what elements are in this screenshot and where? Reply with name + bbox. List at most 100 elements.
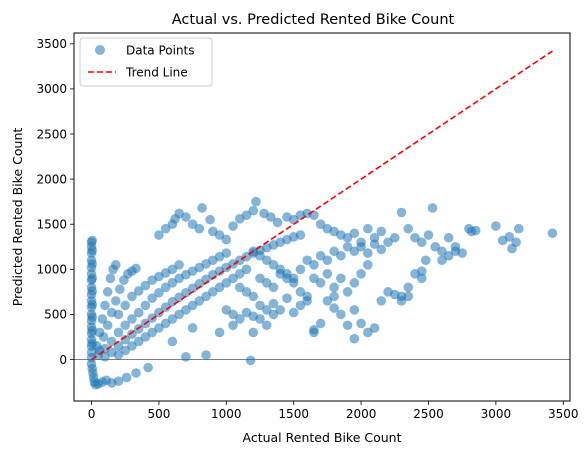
data-point bbox=[420, 255, 431, 266]
data-point bbox=[187, 219, 198, 230]
data-point bbox=[241, 210, 252, 220]
data-point bbox=[403, 282, 414, 293]
data-point bbox=[363, 248, 373, 258]
data-point bbox=[457, 248, 467, 258]
data-point bbox=[295, 230, 306, 240]
x-tick-label: 3500 bbox=[548, 407, 579, 421]
data-point bbox=[131, 263, 141, 274]
data-point bbox=[87, 273, 97, 284]
data-point bbox=[87, 245, 97, 256]
data-point bbox=[181, 212, 191, 222]
data-point bbox=[255, 300, 265, 311]
data-point bbox=[234, 314, 245, 324]
data-point bbox=[113, 376, 124, 386]
data-point bbox=[131, 368, 141, 378]
legend: Data Points Trend Line bbox=[79, 37, 213, 87]
data-point bbox=[160, 318, 171, 329]
y-tick-label: 3500 bbox=[36, 37, 67, 51]
data-point bbox=[241, 287, 252, 297]
data-point bbox=[369, 323, 380, 333]
data-point bbox=[309, 273, 319, 284]
data-point bbox=[167, 264, 178, 275]
data-point bbox=[416, 266, 427, 276]
data-point bbox=[160, 282, 171, 293]
data-point bbox=[133, 307, 144, 318]
y-tick-label: 1000 bbox=[36, 263, 67, 277]
data-point bbox=[87, 312, 97, 322]
data-point bbox=[154, 230, 164, 240]
data-point bbox=[214, 282, 225, 293]
data-point bbox=[349, 228, 360, 239]
data-point bbox=[194, 223, 205, 234]
data-point bbox=[268, 260, 279, 270]
data-point bbox=[167, 278, 178, 288]
data-point bbox=[127, 341, 137, 351]
data-point bbox=[315, 278, 326, 288]
data-point bbox=[214, 327, 225, 338]
x-axis-label: Actual Rented Bike Count bbox=[243, 430, 402, 445]
data-point bbox=[100, 300, 110, 311]
trend-line-layer bbox=[91, 50, 553, 361]
data-point bbox=[322, 269, 333, 279]
y-tick-label: 3000 bbox=[36, 82, 67, 96]
data-point bbox=[228, 221, 238, 231]
data-point bbox=[282, 293, 292, 303]
x-tick-label: 2500 bbox=[413, 407, 444, 421]
data-point bbox=[228, 273, 238, 284]
axes-frame bbox=[73, 32, 571, 402]
data-point bbox=[275, 269, 286, 279]
data-point bbox=[241, 264, 252, 275]
data-point bbox=[363, 260, 373, 270]
data-point bbox=[127, 314, 137, 324]
data-point bbox=[167, 336, 178, 347]
data-point bbox=[120, 334, 131, 345]
data-point bbox=[302, 296, 312, 306]
data-point bbox=[181, 287, 191, 298]
data-point bbox=[120, 345, 131, 356]
data-point bbox=[427, 203, 438, 213]
data-point bbox=[181, 305, 191, 315]
data-point bbox=[329, 291, 339, 302]
data-point bbox=[288, 307, 299, 318]
y-axis-label: Predicted Rented Bike Count bbox=[10, 128, 25, 307]
data-point bbox=[265, 212, 276, 222]
data-point bbox=[511, 237, 521, 248]
data-point bbox=[309, 210, 319, 220]
legend-label-data-points: Data Points bbox=[126, 44, 195, 58]
data-point bbox=[376, 226, 387, 237]
data-point bbox=[403, 291, 414, 302]
data-point bbox=[102, 287, 113, 297]
data-point bbox=[416, 237, 427, 248]
data-point bbox=[248, 291, 259, 302]
data-point bbox=[208, 287, 218, 297]
data-point bbox=[120, 300, 131, 311]
data-point bbox=[261, 255, 272, 266]
data-point bbox=[437, 246, 447, 257]
data-point bbox=[187, 323, 198, 333]
data-point bbox=[160, 223, 171, 234]
data-point bbox=[349, 305, 360, 315]
data-point bbox=[127, 291, 137, 302]
x-tick-label: 3000 bbox=[481, 407, 512, 421]
data-point bbox=[437, 255, 447, 266]
data-point bbox=[336, 250, 346, 261]
data-point bbox=[342, 241, 353, 252]
data-point bbox=[194, 278, 205, 289]
data-point bbox=[251, 196, 261, 207]
y-tick-label: 500 bbox=[44, 308, 67, 322]
data-point bbox=[322, 296, 333, 306]
data-point bbox=[214, 230, 225, 240]
data-point bbox=[221, 278, 232, 288]
data-point bbox=[98, 332, 109, 342]
data-point bbox=[356, 269, 366, 279]
data-point bbox=[143, 362, 153, 373]
data-points-layer bbox=[86, 196, 558, 390]
data-point bbox=[356, 241, 366, 252]
data-point bbox=[369, 239, 380, 249]
y-tick-label: 2500 bbox=[36, 127, 67, 141]
data-point bbox=[547, 228, 558, 239]
data-point bbox=[268, 282, 279, 293]
data-point bbox=[302, 255, 312, 266]
data-point bbox=[261, 278, 272, 288]
